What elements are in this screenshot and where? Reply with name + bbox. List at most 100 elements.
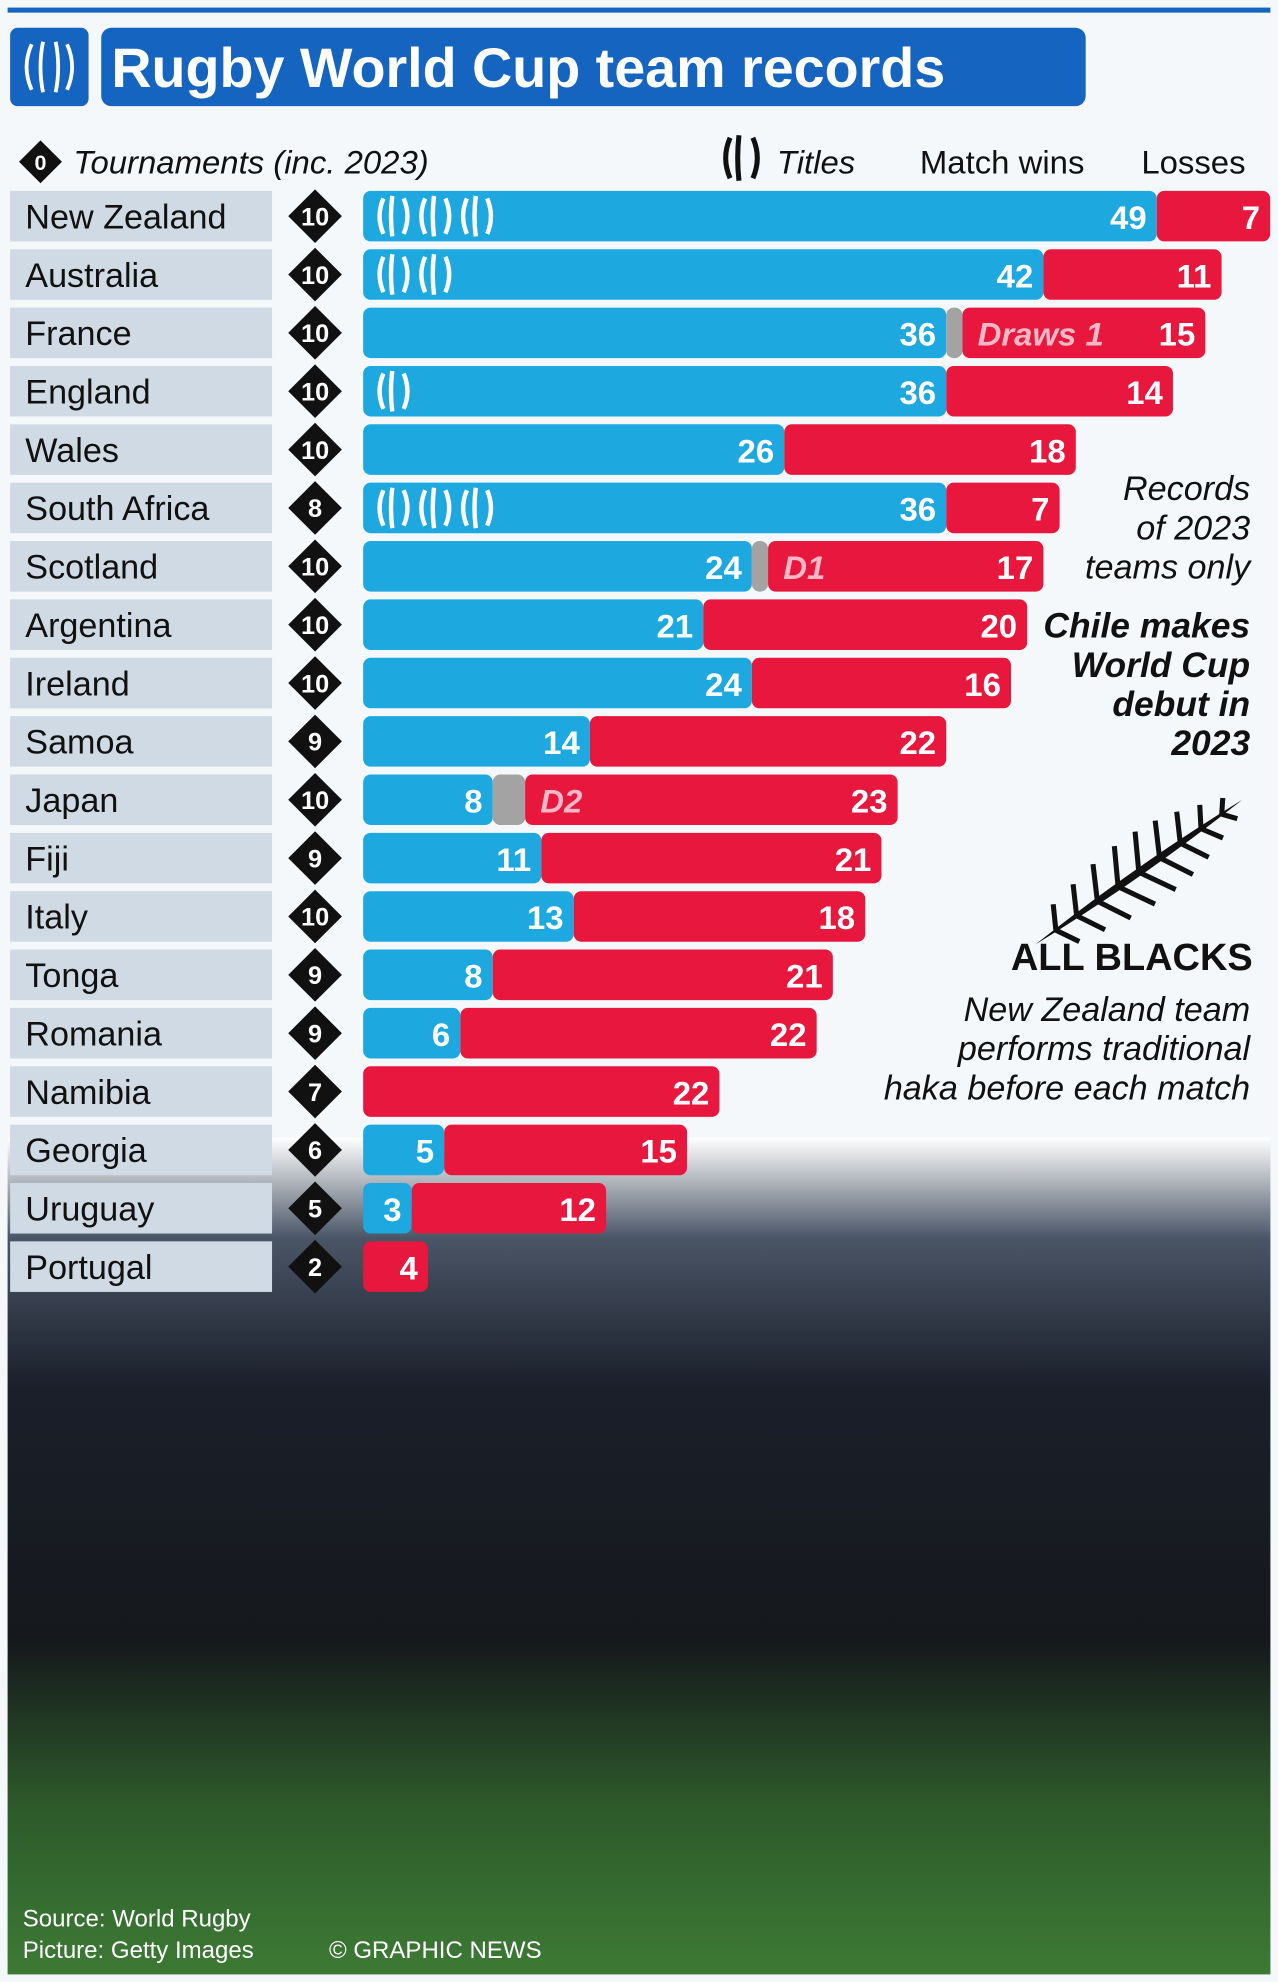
value-label: 5 xyxy=(416,1133,434,1170)
tournament-marker: 10 xyxy=(288,422,342,477)
annotation-line: Chile makes xyxy=(1043,606,1250,646)
tournament-count: 10 xyxy=(301,379,329,407)
value-label: 4 xyxy=(400,1249,419,1286)
tournament-count: 7 xyxy=(308,1079,322,1107)
title-icon-shape xyxy=(377,254,410,296)
annotation: Records of 2023 teams only xyxy=(1085,470,1252,586)
row-label: Argentina xyxy=(25,607,171,645)
annotation-line: of 2023 xyxy=(1136,509,1250,547)
tournament-diamond xyxy=(288,1181,342,1236)
value-label: 7 xyxy=(1242,199,1260,236)
row-label-box xyxy=(10,1007,273,1059)
bar-segment xyxy=(363,249,1044,300)
bar-segment xyxy=(751,541,769,592)
bar-segment xyxy=(363,657,752,709)
value-label: 23 xyxy=(851,783,888,820)
tournament-count: 10 xyxy=(301,203,329,231)
title-icon-shape xyxy=(460,487,494,529)
title-icon-shape xyxy=(419,195,452,237)
bar-segment xyxy=(946,365,1173,417)
row-label: Tonga xyxy=(25,957,118,995)
bar-segment xyxy=(363,1182,412,1234)
tournament-count: 2 xyxy=(308,1254,322,1282)
title-icon xyxy=(419,487,452,529)
value-label: 42 xyxy=(997,257,1034,294)
title-icon xyxy=(460,195,494,237)
row-label-box xyxy=(10,1066,273,1117)
bar-segment xyxy=(946,307,963,359)
annotation-line: 2023 xyxy=(1170,723,1250,763)
value-label: 24 xyxy=(705,549,742,586)
tournament-marker: 10 xyxy=(288,656,342,710)
value-label: 22 xyxy=(770,1016,807,1053)
tournament-count: 10 xyxy=(301,904,329,932)
row-label-box xyxy=(10,599,273,650)
tournament-count: 10 xyxy=(301,437,329,465)
bar-segment xyxy=(363,891,574,942)
row-label: Japan xyxy=(25,782,118,820)
bar-segment xyxy=(363,482,947,534)
tournament-count: 10 xyxy=(301,612,329,640)
draw-label: Draws 1 xyxy=(978,316,1104,353)
value-label: 14 xyxy=(1126,374,1163,411)
row-label: France xyxy=(25,315,131,353)
tournament-count: 10 xyxy=(301,670,329,698)
value-label: 18 xyxy=(819,899,856,936)
value-label: 36 xyxy=(900,491,937,528)
bar-segment xyxy=(589,716,947,767)
annotation-line: Records xyxy=(1123,470,1250,508)
bar-segment xyxy=(1043,249,1222,300)
row-label: South Africa xyxy=(25,490,209,528)
value-label: 21 xyxy=(657,607,694,644)
tournament-count: 8 xyxy=(308,495,322,523)
tournament-count: 10 xyxy=(301,262,329,290)
row-label: Georgia xyxy=(25,1132,146,1170)
title-icon-shape xyxy=(419,487,452,529)
legend-title-icon xyxy=(723,134,760,182)
row-label-box xyxy=(10,190,273,242)
chart-title: Rugby World Cup team records xyxy=(111,37,945,99)
title-icon-shape xyxy=(377,487,410,529)
bar-segment xyxy=(751,657,1012,709)
title-icon-shape xyxy=(419,254,452,296)
annotation-line: debut in xyxy=(1112,684,1250,724)
row-label: Samoa xyxy=(25,724,133,762)
row-label-box xyxy=(10,716,273,767)
picture-credit: Picture: Getty Images xyxy=(23,1937,254,1964)
bar-segment xyxy=(492,949,833,1001)
row-label: Ireland xyxy=(25,665,129,703)
row-label-box xyxy=(10,1241,273,1292)
row-label: New Zealand xyxy=(25,198,226,236)
row-label-box xyxy=(10,774,273,826)
annotation-line: haka before each match xyxy=(884,1069,1250,1107)
bar-segment xyxy=(525,774,898,826)
row-label-box xyxy=(10,1182,273,1234)
title-icon xyxy=(419,195,452,237)
value-label: 3 xyxy=(383,1191,401,1228)
value-label: 21 xyxy=(835,841,872,878)
value-label: 8 xyxy=(464,783,482,820)
tournament-diamond xyxy=(288,364,342,419)
tournament-marker: 10 xyxy=(288,364,342,419)
row-label-box xyxy=(10,949,273,1001)
bar-segment xyxy=(444,1124,688,1176)
row-label: Italy xyxy=(25,899,88,937)
fern xyxy=(1035,797,1243,945)
bar-segment xyxy=(962,307,1206,359)
bar-segment xyxy=(363,949,493,1001)
row-label-box xyxy=(10,1124,273,1176)
row-label: Australia xyxy=(25,257,158,295)
bar-segment xyxy=(363,424,785,475)
value-label: 11 xyxy=(1177,257,1212,294)
row-label-box xyxy=(10,424,273,475)
tournament-count: 5 xyxy=(308,1196,322,1224)
tournament-count: 9 xyxy=(308,845,322,873)
row-label: Namibia xyxy=(25,1074,150,1112)
source: Source: World Rugby xyxy=(23,1905,251,1932)
tournament-marker: 5 xyxy=(288,1181,342,1236)
title-icon-shape xyxy=(377,370,410,412)
bar-segment xyxy=(363,190,1157,242)
tournament-diamond xyxy=(288,189,342,243)
